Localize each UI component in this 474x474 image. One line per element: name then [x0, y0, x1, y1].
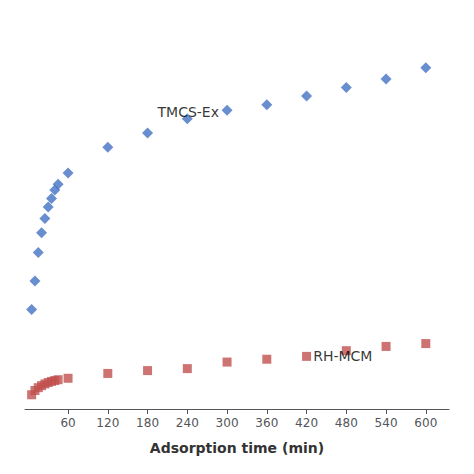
svg-text:RH-MCM: RH-MCM	[313, 348, 372, 364]
svg-text:360: 360	[255, 416, 278, 430]
svg-text:Adsorption time (min): Adsorption time (min)	[150, 440, 324, 456]
svg-text:120: 120	[96, 416, 119, 430]
svg-text:180: 180	[136, 416, 159, 430]
svg-text:600: 600	[414, 416, 437, 430]
svg-text:420: 420	[295, 416, 318, 430]
svg-text:240: 240	[176, 416, 199, 430]
svg-text:300: 300	[216, 416, 239, 430]
svg-text:540: 540	[375, 416, 398, 430]
svg-text:60: 60	[60, 416, 75, 430]
svg-text:480: 480	[335, 416, 358, 430]
svg-text:TMCS-Ex: TMCS-Ex	[157, 104, 219, 120]
